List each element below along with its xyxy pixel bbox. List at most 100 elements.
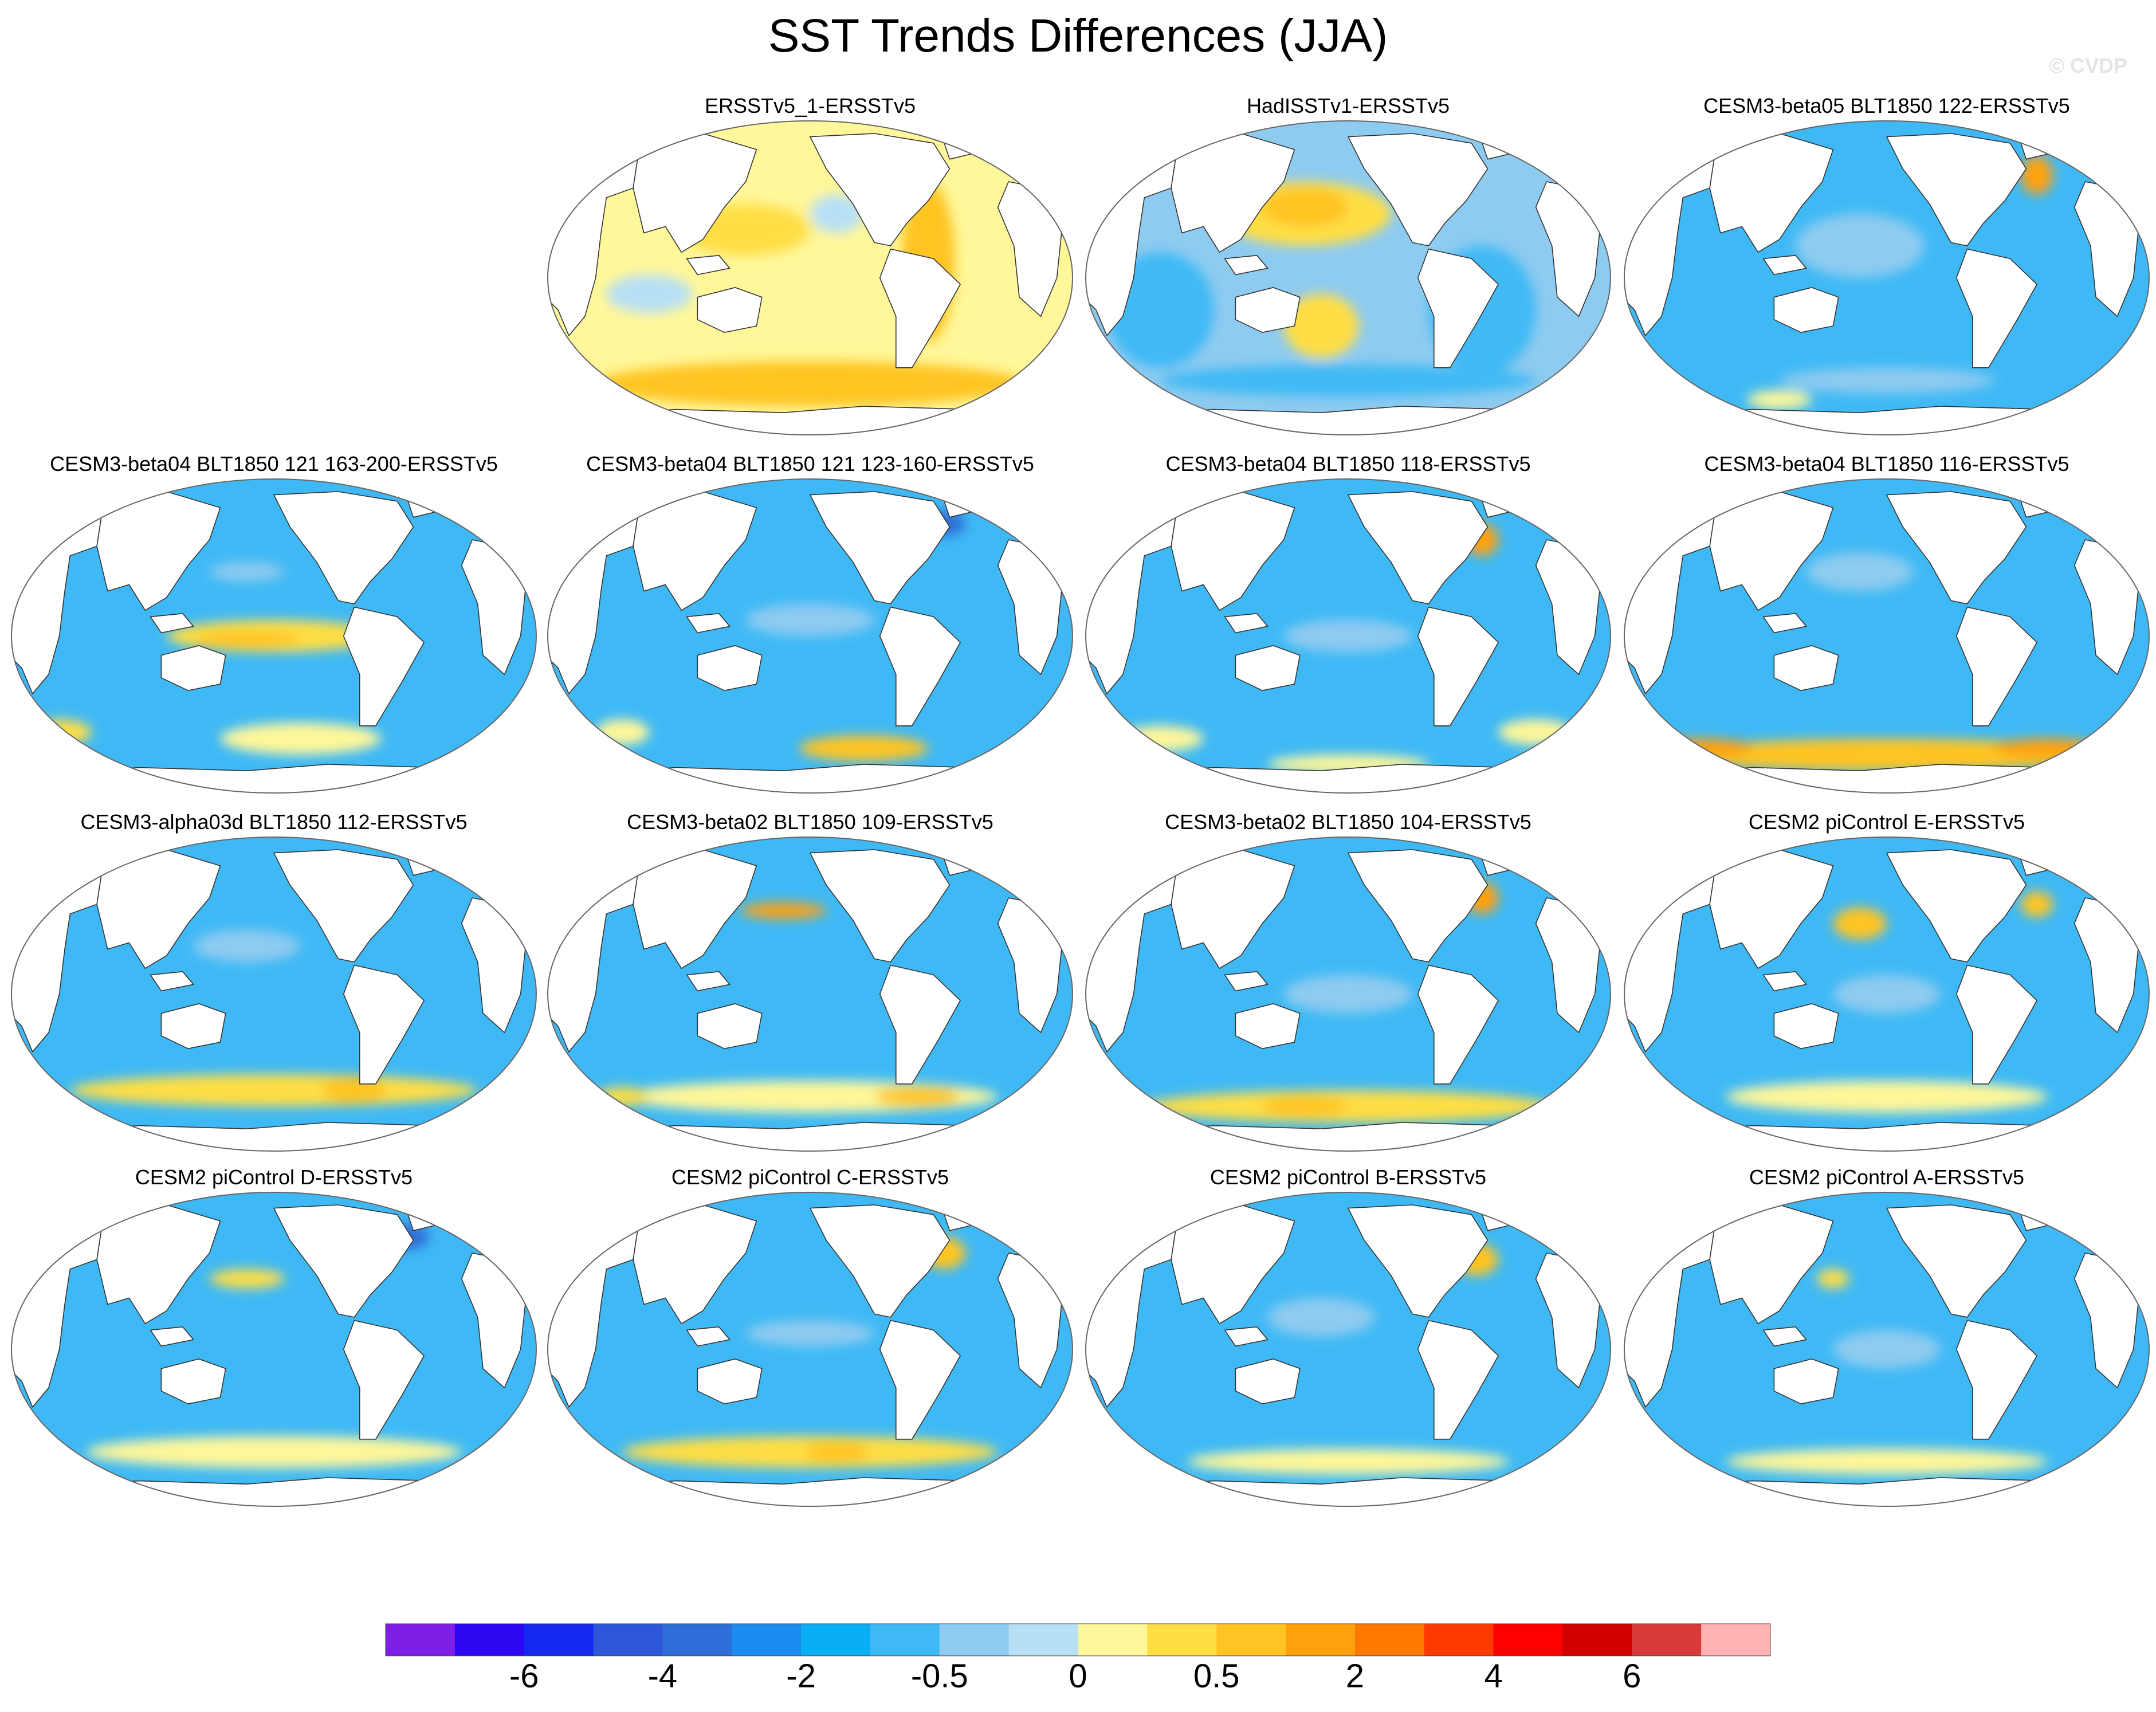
land-australia	[1235, 286, 1301, 333]
panel-title: CESM2 piControl B-ERSSTv5	[1209, 1165, 1487, 1189]
land-asia	[1106, 133, 1295, 253]
anomaly-region	[1645, 739, 1753, 758]
colorbar-label: -2	[786, 1658, 816, 1695]
land-north-america	[1886, 849, 2027, 963]
colorbar-segment	[593, 1624, 663, 1656]
land-antarctica	[568, 764, 1053, 793]
land-north-america	[810, 849, 951, 963]
anomaly-region	[1795, 214, 1925, 278]
land-south-america	[879, 1320, 961, 1440]
map-panel: CESM2 piControl C-ERSSTv5	[542, 1166, 1078, 1533]
land-antarctica	[1106, 764, 1591, 793]
anomaly-region	[595, 361, 1025, 406]
land-north-america	[1886, 133, 2027, 246]
main-title: SST Trends Differences (JJA)	[768, 10, 1388, 62]
colorbar-segment	[939, 1624, 1010, 1656]
land-indonesia	[1224, 971, 1269, 992]
colorbar-segment	[454, 1624, 525, 1656]
map-border	[1085, 478, 1611, 794]
panel-title: HadISSTv1-ERSSTv5	[1246, 94, 1450, 117]
land-indonesia	[1762, 1326, 1807, 1347]
land-north-america	[1886, 491, 2027, 604]
land-north-america	[273, 491, 414, 604]
colorbar-segment	[1424, 1624, 1494, 1656]
land-antarctica	[568, 406, 1053, 435]
colorbar-segment	[801, 1624, 871, 1656]
colorbar-label: 0	[1069, 1658, 1087, 1695]
anomaly-region	[799, 735, 928, 761]
anomaly-region	[1726, 1081, 2048, 1113]
land-indonesia	[1224, 1326, 1269, 1347]
anomaly-region	[2021, 891, 2053, 917]
world-map	[547, 1192, 1073, 1507]
land-australia	[1773, 645, 1839, 692]
land-north-america	[1348, 133, 1489, 246]
world-map	[11, 837, 537, 1152]
anomaly-region	[1779, 367, 1994, 394]
land-australia	[697, 645, 763, 692]
land-australia	[160, 1358, 226, 1405]
anomaly-region	[1106, 252, 1214, 368]
panel-title: CESM3-beta04 BLT1850 121 123-160-ERSSTv5	[586, 452, 1034, 476]
land-antarctica	[568, 1477, 1053, 1506]
anomaly-region	[745, 604, 875, 636]
anomaly-region	[1283, 620, 1413, 652]
anomaly-region	[810, 194, 864, 233]
anomaly-region	[27, 719, 92, 745]
land-australia	[1773, 286, 1839, 333]
map-panel: CESM3-beta02 BLT1850 104-ERSSTv5	[1080, 811, 1616, 1177]
map-panel: CESM3-beta04 BLT1850 121 163-200-ERSSTv5	[6, 453, 542, 819]
map-panel: CESM2 piControl B-ERSSTv5	[1080, 1166, 1616, 1533]
anomaly-region	[193, 631, 301, 647]
anomaly-region	[1283, 294, 1359, 358]
land-north-america	[1348, 491, 1489, 604]
land-indonesia	[686, 255, 731, 276]
anomaly-region	[1117, 725, 1204, 752]
land-australia	[697, 1358, 763, 1405]
colorbar-segment	[1562, 1624, 1632, 1656]
land-asia	[32, 849, 221, 969]
copyright-label: © CVDP	[2049, 54, 2127, 77]
land-indonesia	[1762, 971, 1807, 992]
land-south-america	[1955, 248, 2037, 368]
land-antarctica	[1106, 1477, 1591, 1506]
colorbar-segment	[1147, 1624, 1217, 1656]
land-south-america	[1417, 964, 1499, 1085]
colorbar-segment	[524, 1624, 594, 1656]
map-border	[1085, 837, 1611, 1152]
anomaly-region	[1994, 739, 2102, 758]
world-map	[547, 837, 1073, 1152]
map-panel: ERSSTv5_1-ERSSTv5	[542, 95, 1078, 461]
anomaly-region	[1817, 1269, 1849, 1289]
land-indonesia	[686, 971, 731, 992]
land-south-america	[879, 248, 961, 368]
map-panel: CESM3-beta04 BLT1850 121 123-160-ERSSTv5	[542, 453, 1078, 819]
land-antarctica	[32, 1122, 516, 1151]
map-border	[11, 478, 537, 794]
world-map	[547, 120, 1073, 435]
colorbar-segment	[870, 1624, 940, 1656]
map-border	[547, 478, 1073, 794]
land-south-america	[879, 606, 961, 727]
land-indonesia	[1224, 613, 1269, 634]
panel-title: CESM3-beta02 BLT1850 109-ERSSTv5	[627, 810, 993, 834]
land-australia	[1235, 1003, 1301, 1050]
colorbar-segment	[1078, 1624, 1148, 1656]
anomaly-region	[209, 1269, 285, 1289]
colorbar-segment	[732, 1624, 802, 1656]
land-antarctica	[1644, 406, 2129, 435]
map-panel: CESM2 piControl D-ERSSTv5	[6, 1166, 542, 1533]
land-south-america	[1955, 1320, 2037, 1440]
panel-title: CESM2 piControl E-ERSSTv5	[1748, 810, 2025, 834]
colorbar-segment	[1493, 1624, 1563, 1656]
colorbar-segment	[386, 1624, 455, 1656]
world-map	[11, 1192, 537, 1507]
map-border	[1624, 120, 2150, 435]
land-australia	[1235, 1358, 1301, 1405]
land-south-america	[1955, 606, 2037, 727]
anomaly-region	[1726, 1448, 2048, 1475]
world-map	[1624, 837, 2150, 1152]
anomaly-region	[1187, 1448, 1509, 1475]
panel-title: CESM3-beta02 BLT1850 104-ERSSTv5	[1165, 810, 1531, 834]
map-border	[1624, 478, 2150, 794]
